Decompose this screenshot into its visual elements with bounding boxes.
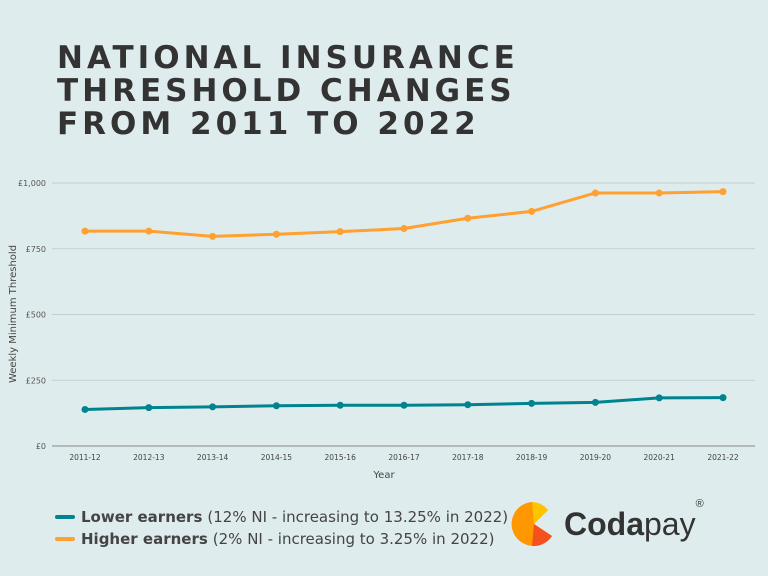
data-point xyxy=(272,402,280,410)
data-point xyxy=(81,227,89,235)
data-point xyxy=(719,394,727,402)
data-point xyxy=(81,405,89,413)
data-point xyxy=(209,232,217,240)
data-point xyxy=(655,394,663,402)
data-point xyxy=(655,189,663,197)
title-line: THRESHOLD CHANGES xyxy=(57,73,516,109)
y-tick-label: £1,000 xyxy=(18,179,46,188)
x-tick-label: 2020-21 xyxy=(644,453,676,462)
x-tick-label: 2014-15 xyxy=(261,453,293,462)
x-tick-label: 2015-16 xyxy=(325,453,357,462)
x-tick-label: 2018-19 xyxy=(516,453,548,462)
x-tick-label: 2012-13 xyxy=(133,453,165,462)
chart-title: NATIONAL INSURANCE THRESHOLD CHANGES FRO… xyxy=(57,42,519,141)
data-point xyxy=(400,401,408,409)
y-axis-label: Weekly Minimum Threshold xyxy=(8,245,19,383)
codapay-logo: Codapay® xyxy=(508,497,704,548)
x-tick-label: 2013-14 xyxy=(197,453,229,462)
legend-swatch xyxy=(55,537,75,541)
x-tick-label: 2011-12 xyxy=(69,453,101,462)
data-point xyxy=(719,188,727,196)
y-tick-label: £500 xyxy=(26,311,46,320)
legend-item-higher: Higher earners (2% NI - increasing to 3.… xyxy=(55,528,508,550)
x-tick-label: 2016-17 xyxy=(388,453,420,462)
x-tick-label: 2021-22 xyxy=(707,453,739,462)
legend-label: Lower earners xyxy=(81,508,203,526)
data-point xyxy=(145,227,153,235)
legend-detail: (12% NI - increasing to 13.25% in 2022) xyxy=(207,508,509,526)
title-line: FROM 2011 TO 2022 xyxy=(57,106,480,142)
x-tick-label: 2019-20 xyxy=(580,453,612,462)
legend-detail: (2% NI - increasing to 3.25% in 2022) xyxy=(212,530,495,548)
data-point xyxy=(591,398,599,406)
data-point xyxy=(400,224,408,232)
logo-text: Codapay® xyxy=(564,497,704,542)
data-point xyxy=(464,401,472,409)
legend-label: Higher earners xyxy=(81,530,208,548)
data-point xyxy=(528,207,536,215)
data-point xyxy=(528,399,536,407)
x-axis-label: Year xyxy=(372,470,395,481)
legend: Lower earners (12% NI - increasing to 13… xyxy=(55,506,508,550)
y-tick-label: £0 xyxy=(36,442,46,451)
codapay-logo-mark-icon xyxy=(511,502,552,547)
data-point xyxy=(591,189,599,197)
data-point xyxy=(464,214,472,222)
y-tick-label: £750 xyxy=(26,245,46,254)
data-point xyxy=(209,403,217,411)
y-tick-label: £250 xyxy=(26,376,46,385)
title-line: NATIONAL INSURANCE xyxy=(57,40,519,76)
legend-item-lower: Lower earners (12% NI - increasing to 13… xyxy=(55,506,508,528)
data-point xyxy=(336,228,344,236)
data-point xyxy=(145,404,153,412)
data-point xyxy=(272,230,280,238)
data-point xyxy=(336,401,344,409)
x-tick-label: 2017-18 xyxy=(452,453,484,462)
legend-swatch xyxy=(55,515,75,519)
